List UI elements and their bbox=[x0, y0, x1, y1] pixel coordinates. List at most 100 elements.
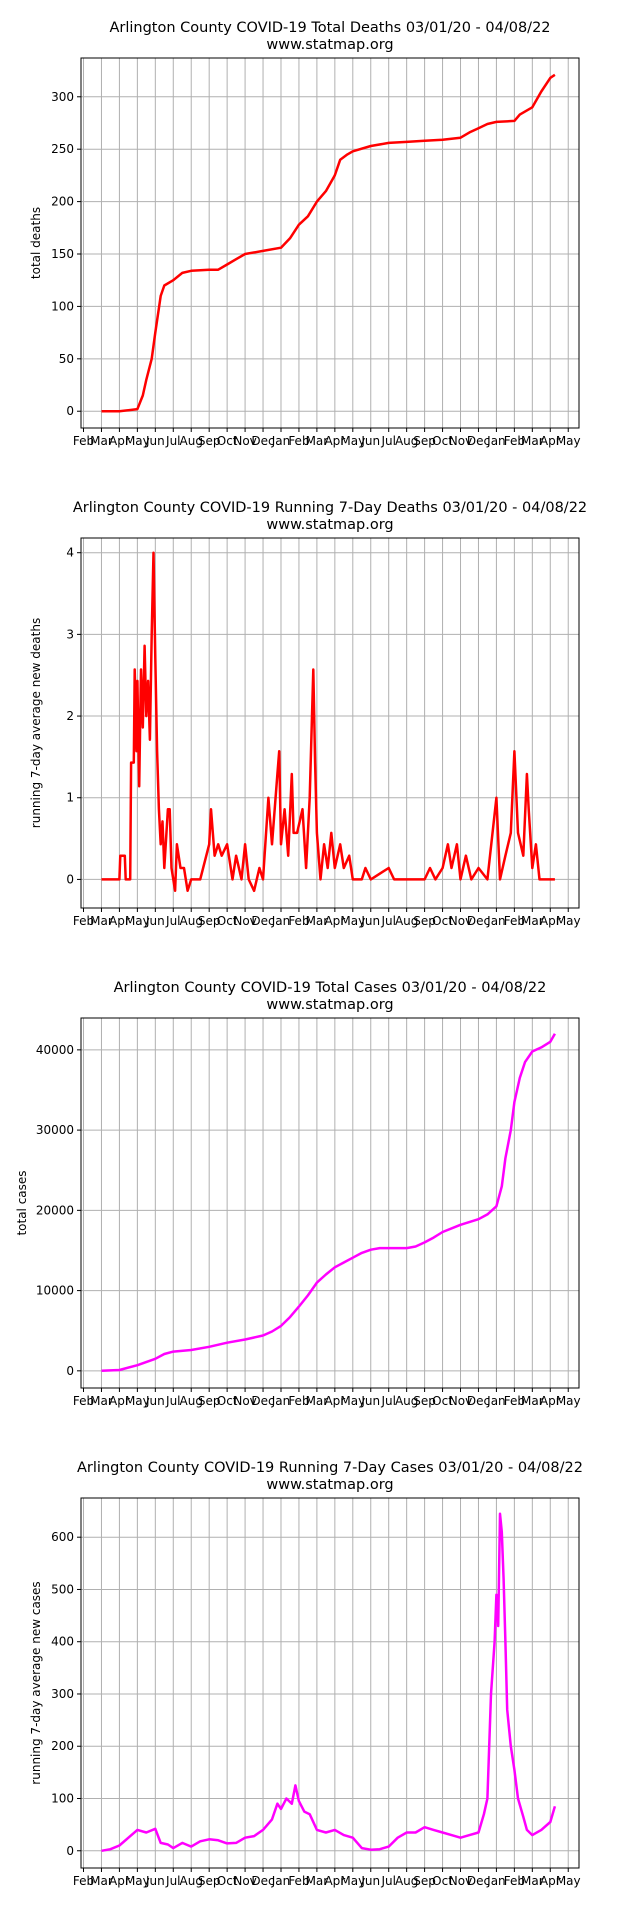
x-tick-label: Jan bbox=[271, 434, 291, 448]
chart: Arlington County COVID-19 Running 7-Day … bbox=[29, 1460, 583, 1888]
chart-title: Arlington County COVID-19 Total Cases 03… bbox=[114, 980, 547, 996]
x-tick-label: Apr bbox=[540, 434, 561, 448]
chart: Arlington County COVID-19 Running 7-Day … bbox=[29, 500, 587, 928]
y-tick-label: 0 bbox=[66, 872, 74, 886]
x-tick-label: Oct bbox=[217, 914, 238, 928]
x-tick-label: Feb bbox=[288, 1394, 309, 1408]
y-axis-label: running 7-day average new deaths bbox=[29, 618, 43, 828]
chart-title: Arlington County COVID-19 Running 7-Day … bbox=[77, 1460, 583, 1476]
x-tick-label: Mar bbox=[90, 1874, 113, 1888]
x-tick-label: Jun bbox=[360, 914, 380, 928]
x-tick-label: Jun bbox=[145, 434, 165, 448]
x-tick-label: Mar bbox=[521, 914, 544, 928]
y-tick-label: 250 bbox=[51, 142, 74, 156]
y-tick-label: 0 bbox=[66, 404, 74, 418]
data-line bbox=[101, 73, 556, 413]
x-tick-label: Jan bbox=[486, 434, 506, 448]
x-tick-label: Nov bbox=[449, 914, 472, 928]
x-tick-label: Apr bbox=[324, 434, 345, 448]
chart-subtitle: www.statmap.org bbox=[266, 517, 393, 533]
y-tick-label: 0 bbox=[66, 1364, 74, 1378]
x-tick-label: May bbox=[340, 1394, 365, 1408]
x-tick-label: Aug bbox=[180, 1874, 203, 1888]
x-tick-label: Dec bbox=[467, 914, 490, 928]
y-tick-label: 2 bbox=[66, 709, 74, 723]
x-tick-label: May bbox=[340, 914, 365, 928]
y-tick-label: 200 bbox=[51, 195, 74, 209]
x-tick-label: May bbox=[125, 1874, 150, 1888]
x-tick-label: Mar bbox=[90, 914, 113, 928]
x-tick-label: Apr bbox=[109, 914, 130, 928]
x-tick-label: May bbox=[340, 434, 365, 448]
x-tick-label: Feb bbox=[288, 914, 309, 928]
x-tick-label: Feb bbox=[504, 1394, 525, 1408]
x-tick-label: Nov bbox=[233, 1394, 256, 1408]
x-tick-label: Oct bbox=[432, 1394, 453, 1408]
x-tick-label: Sep bbox=[198, 1874, 221, 1888]
x-tick-label: Nov bbox=[449, 1394, 472, 1408]
x-tick-label: Feb bbox=[73, 914, 94, 928]
y-tick-label: 600 bbox=[51, 1530, 74, 1544]
x-tick-label: Jan bbox=[486, 1394, 506, 1408]
x-tick-label: Feb bbox=[504, 434, 525, 448]
x-tick-label: Dec bbox=[251, 1394, 274, 1408]
y-tick-label: 4 bbox=[66, 546, 74, 560]
x-tick-label: Jul bbox=[165, 914, 180, 928]
chart: Arlington County COVID-19 Total Deaths 0… bbox=[29, 20, 581, 448]
y-axis-label: running 7-day average new cases bbox=[29, 1581, 43, 1784]
y-tick-label: 20000 bbox=[36, 1203, 74, 1217]
x-tick-label: Oct bbox=[217, 1874, 238, 1888]
y-tick-label: 30000 bbox=[36, 1123, 74, 1137]
x-tick-label: Aug bbox=[180, 1394, 203, 1408]
y-axis-label: total cases bbox=[15, 1170, 29, 1235]
x-tick-label: Nov bbox=[233, 1874, 256, 1888]
x-tick-label: May bbox=[556, 914, 581, 928]
x-tick-label: Jan bbox=[271, 1874, 291, 1888]
x-tick-label: Oct bbox=[432, 434, 453, 448]
x-tick-label: Feb bbox=[288, 1874, 309, 1888]
x-tick-label: Jul bbox=[380, 1874, 395, 1888]
x-tick-label: Nov bbox=[449, 434, 472, 448]
chart-subtitle: www.statmap.org bbox=[266, 997, 393, 1013]
x-tick-label: Sep bbox=[413, 434, 436, 448]
x-tick-label: Mar bbox=[521, 1394, 544, 1408]
y-tick-label: 300 bbox=[51, 90, 74, 104]
x-tick-label: Dec bbox=[251, 914, 274, 928]
x-tick-label: Mar bbox=[90, 434, 113, 448]
x-tick-label: May bbox=[125, 434, 150, 448]
x-tick-label: Jul bbox=[380, 1394, 395, 1408]
x-tick-label: Jun bbox=[145, 1874, 165, 1888]
y-tick-label: 10000 bbox=[36, 1284, 74, 1298]
x-tick-label: Feb bbox=[504, 914, 525, 928]
y-tick-label: 50 bbox=[59, 352, 74, 366]
x-tick-label: Mar bbox=[306, 1874, 329, 1888]
x-tick-label: Feb bbox=[73, 434, 94, 448]
y-tick-label: 100 bbox=[51, 299, 74, 313]
x-tick-label: Mar bbox=[306, 914, 329, 928]
x-tick-label: May bbox=[556, 434, 581, 448]
x-tick-label: Oct bbox=[432, 1874, 453, 1888]
x-tick-label: May bbox=[340, 1874, 365, 1888]
x-tick-label: May bbox=[556, 1874, 581, 1888]
x-tick-label: Sep bbox=[413, 914, 436, 928]
x-tick-label: Apr bbox=[540, 1874, 561, 1888]
y-axis-label: total deaths bbox=[29, 207, 43, 279]
x-tick-label: Jun bbox=[360, 1394, 380, 1408]
y-tick-label: 40000 bbox=[36, 1043, 74, 1057]
data-line bbox=[101, 1033, 556, 1373]
x-tick-label: Apr bbox=[324, 1874, 345, 1888]
x-tick-label: Aug bbox=[180, 434, 203, 448]
x-tick-label: Apr bbox=[540, 1394, 561, 1408]
y-tick-label: 300 bbox=[51, 1687, 74, 1701]
x-tick-label: Jul bbox=[165, 434, 180, 448]
y-tick-label: 400 bbox=[51, 1635, 74, 1649]
x-tick-label: Mar bbox=[521, 434, 544, 448]
x-tick-label: Feb bbox=[504, 1874, 525, 1888]
x-tick-label: Dec bbox=[251, 434, 274, 448]
data-line bbox=[101, 551, 555, 893]
x-tick-label: Nov bbox=[233, 914, 256, 928]
x-tick-label: Jan bbox=[271, 914, 291, 928]
x-tick-label: Jun bbox=[360, 434, 380, 448]
x-tick-label: Nov bbox=[233, 434, 256, 448]
